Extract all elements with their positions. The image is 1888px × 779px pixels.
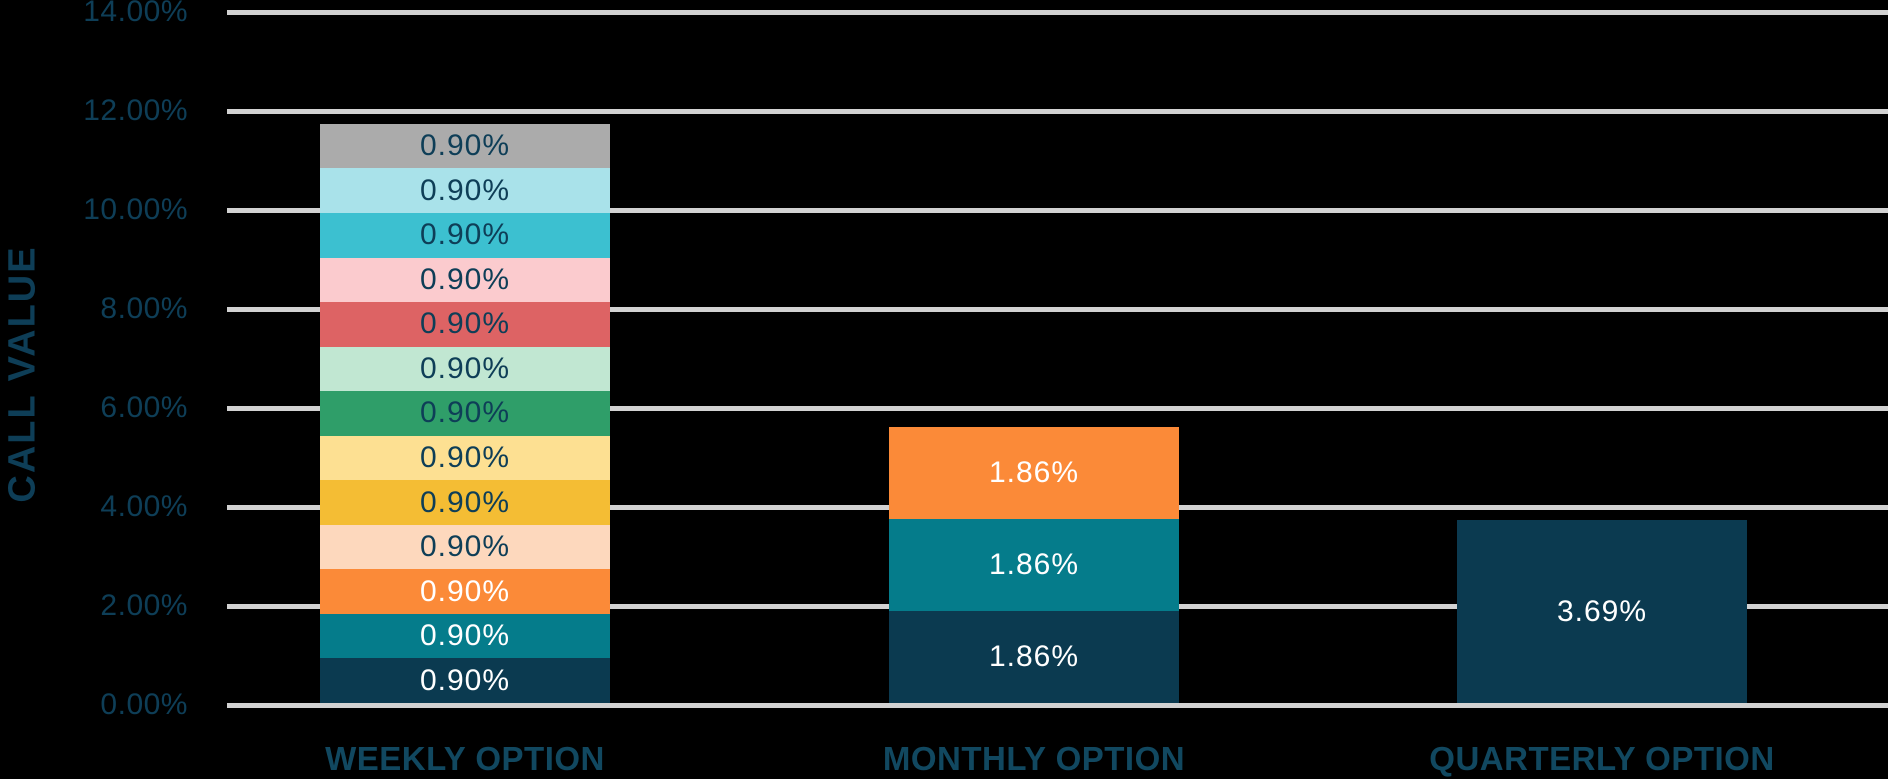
bar-segment: 1.86% (889, 426, 1179, 519)
gridline (227, 108, 1888, 114)
bar-quarterly-option: 3.69% (1457, 0, 1747, 779)
bar-segment: 0.90% (320, 123, 610, 169)
y-tick-label: 4.00% (100, 490, 188, 523)
bar-segment: 0.90% (320, 569, 610, 614)
bar-segment: 3.69% (1457, 520, 1747, 703)
bar-segment: 0.90% (320, 658, 610, 703)
bar-segment: 1.86% (889, 610, 1179, 703)
bar-segment: 0.90% (320, 168, 610, 213)
bar-segment: 0.90% (320, 346, 610, 392)
bar-weekly-option: 0.90% 0.90% 0.90% 0.90% 0.90% 0.90% 0.90% 0.90%… (320, 0, 610, 779)
y-axis-title: CALL VALUE (1, 245, 44, 503)
gridline (227, 207, 1888, 213)
y-tick-label: 2.00% (100, 589, 188, 622)
bar-segment: 0.90% (320, 391, 610, 436)
gridline (227, 702, 1888, 708)
x-axis-label: MONTHLY OPTION (882, 740, 1186, 777)
gridline (227, 405, 1888, 411)
bar-segment: 0.90% (320, 257, 610, 303)
bar-segment: 1.86% (889, 518, 1179, 611)
bar-segment: 0.90% (320, 613, 610, 659)
gridline (227, 306, 1888, 312)
bar-segment: 0.90% (320, 212, 610, 258)
x-axis-label: QUARTERLY OPTION (1429, 740, 1775, 777)
y-tick-label: 14.00% (83, 0, 188, 28)
gridline (227, 9, 1888, 15)
bar-monthly-option: 1.86% 1.86% 1.86% (889, 0, 1179, 779)
y-tick-label: 0.00% (100, 688, 188, 721)
y-tick-label: 8.00% (100, 292, 188, 325)
bar-segment: 0.90% (320, 480, 610, 525)
x-axis-label: WEEKLY OPTION (325, 740, 605, 777)
y-tick-label: 12.00% (83, 94, 188, 127)
bar-segment: 0.90% (320, 435, 610, 481)
bar-segment: 0.90% (320, 524, 610, 570)
bar-segment: 0.90% (320, 302, 610, 347)
y-tick-label: 6.00% (100, 391, 188, 424)
y-tick-label: 10.00% (83, 193, 188, 226)
